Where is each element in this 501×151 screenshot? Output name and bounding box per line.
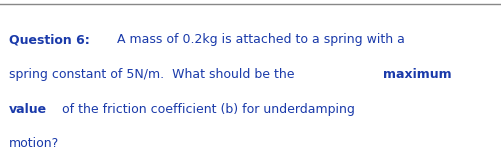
Text: value: value	[9, 103, 47, 116]
Text: Question 6:: Question 6:	[9, 33, 90, 46]
Text: of the friction coefficient (b) for underdamping: of the friction coefficient (b) for unde…	[58, 103, 355, 116]
Text: motion?: motion?	[9, 137, 59, 150]
Text: spring constant of 5N/m.  What should be the: spring constant of 5N/m. What should be …	[9, 68, 299, 81]
Text: A mass of 0.2kg is attached to a spring with a: A mass of 0.2kg is attached to a spring …	[113, 33, 405, 46]
Text: maximum: maximum	[383, 68, 451, 81]
